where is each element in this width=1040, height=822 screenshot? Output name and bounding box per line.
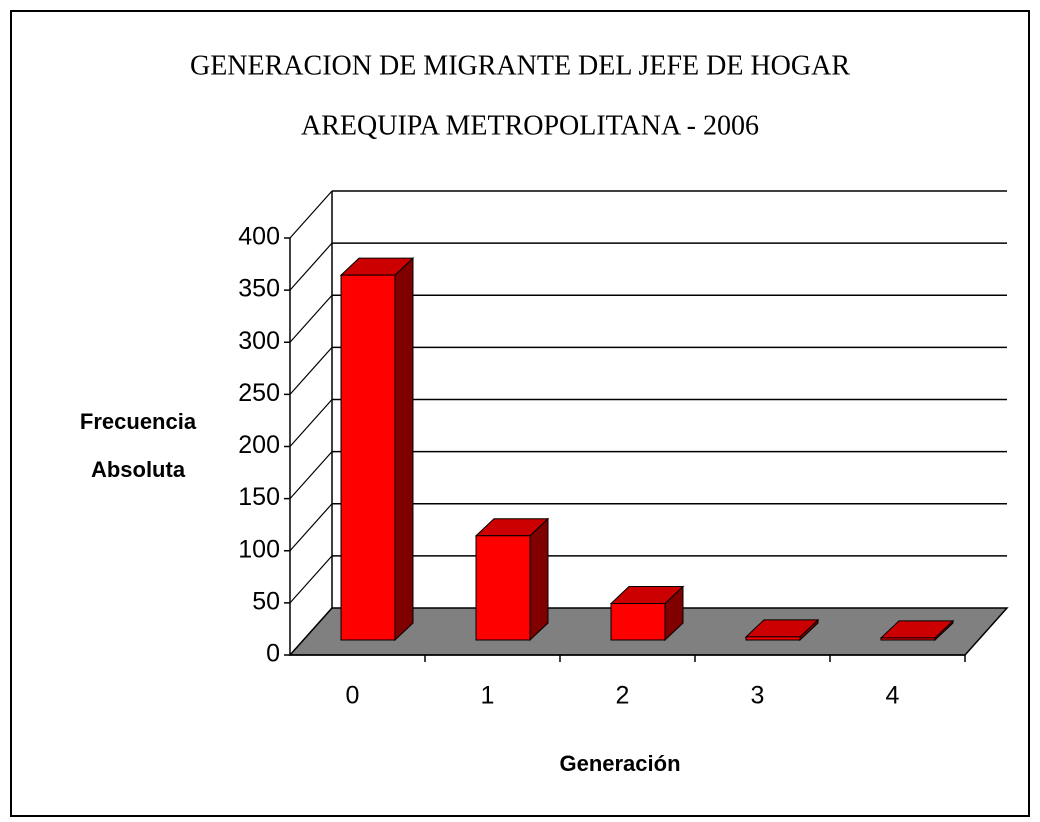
bar (339, 256, 415, 642)
y-tick-label: 350 (238, 275, 280, 303)
side-grid-line (289, 451, 333, 500)
y-tick-label: 200 (238, 431, 280, 459)
x-tick-label: 2 (616, 682, 630, 710)
bar (474, 517, 550, 642)
side-grid-line (289, 607, 333, 656)
y-axis-label: Absoluta (91, 457, 186, 482)
side-grid-line (289, 242, 333, 291)
x-tick-label: 4 (886, 682, 900, 710)
y-tick-label: 400 (238, 223, 280, 251)
bar (744, 618, 820, 642)
side-grid-line (289, 294, 333, 343)
chart-subtitle: AREQUIPA METROPOLITANA - 2006 (301, 110, 759, 141)
bar (879, 619, 955, 642)
y-tick-label: 100 (238, 535, 280, 563)
side-grid-line (289, 399, 333, 447)
bar-front (340, 274, 396, 641)
x-axis-label: Generación (559, 751, 680, 776)
chart-title: GENERACION DE MIGRANTE DEL JEFE DE HOGAR (190, 50, 850, 81)
y-tick-label: 0 (266, 640, 280, 668)
frame (10, 10, 1030, 817)
bar-front (880, 637, 936, 641)
x-tick-label: 3 (751, 682, 765, 710)
bar-side (529, 517, 549, 642)
y-tick-label: 300 (238, 327, 280, 355)
bar-front (475, 535, 531, 641)
bar-front (610, 603, 666, 641)
y-tick-label: 150 (238, 483, 280, 511)
bar-side (394, 256, 414, 642)
y-tick-label: 250 (238, 379, 280, 407)
side-grid-line (289, 190, 333, 239)
bar-front (745, 636, 801, 641)
y-axis-label: Frecuencia (80, 409, 197, 434)
side-grid-line (289, 503, 333, 552)
side-grid-line (289, 346, 333, 395)
bar (609, 585, 685, 642)
side-grid-line (289, 555, 333, 604)
x-tick-label: 1 (481, 682, 495, 710)
x-tick-label: 0 (346, 682, 360, 710)
y-tick-label: 50 (252, 587, 280, 615)
